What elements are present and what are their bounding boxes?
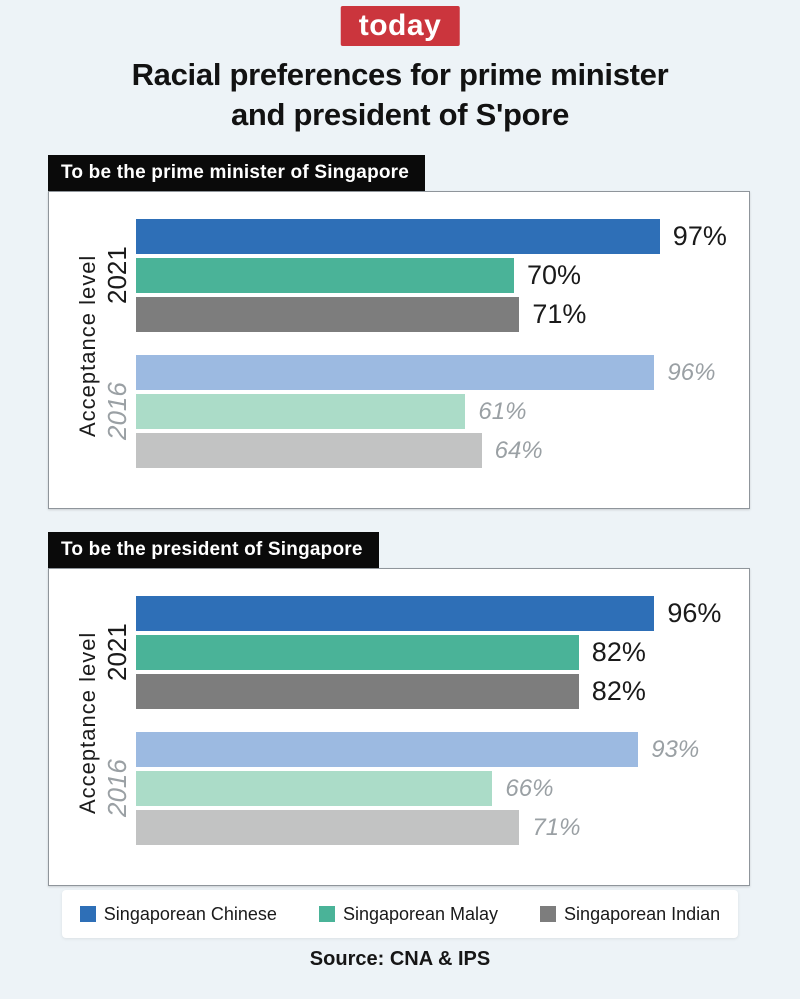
bar-value-label: 96% — [667, 598, 722, 628]
logo-text: today — [358, 9, 442, 42]
bar-group-2021: 2021 96% 82% 82% — [102, 596, 749, 709]
bar-row: 71% — [136, 810, 749, 845]
bar-value-label: 82% — [591, 676, 646, 706]
bar-groups: 2021 96% 82% 82% 2016 93% 66% 71% — [49, 569, 749, 885]
chart-title-banner: To be the president of Singapore — [48, 532, 379, 568]
chart-panel: Acceptance level 2021 96% 82% 82% 2016 93% 66%… — [48, 568, 750, 886]
page-title: Racial preferences for prime minister an… — [0, 55, 800, 135]
bar-group-2016: 2016 93% 66% 71% — [102, 732, 749, 845]
bar-value-label: 96% — [667, 358, 716, 386]
bar-singaporean-chinese-2021 — [136, 219, 660, 254]
bar-value-label: 64% — [494, 436, 543, 464]
bar-singaporean-malay-2021 — [136, 635, 579, 670]
bar-singaporean-malay-2016 — [136, 771, 493, 806]
legend-label: Singaporean Indian — [564, 903, 721, 924]
today-logo: today — [340, 6, 460, 46]
bar-row: 82% — [136, 674, 749, 709]
bar-row: 82% — [136, 635, 749, 670]
bar-row: 96% — [136, 596, 749, 631]
bar-singaporean-indian-2016 — [136, 810, 520, 845]
group-year-label: 2016 — [102, 759, 132, 818]
bar-value-label: 82% — [591, 637, 646, 667]
bar-value-label: 61% — [478, 397, 527, 425]
page-title-line1: Racial preferences for prime minister — [131, 57, 669, 92]
page-title-line2: and president of S'pore — [230, 97, 570, 132]
bar-singaporean-chinese-2016 — [136, 732, 639, 767]
source-credit: Source: CNA & IPS — [309, 948, 491, 970]
bar-row: 61% — [136, 394, 749, 429]
bar-group-2021: 2021 97% 70% 71% — [102, 219, 749, 332]
bar-value-label: 71% — [532, 813, 581, 841]
bar-singaporean-malay-2016 — [136, 394, 466, 429]
bar-row: 70% — [136, 258, 749, 293]
legend-item-chinese: Singaporean Chinese — [79, 903, 277, 925]
bar-value-label: 71% — [532, 299, 587, 329]
bar-singaporean-indian-2016 — [136, 433, 482, 468]
bar-row: 97% — [136, 219, 749, 254]
legend-item-indian: Singaporean Indian — [540, 904, 720, 925]
bar-singaporean-indian-2021 — [136, 297, 520, 332]
bar-singaporean-indian-2021 — [136, 674, 579, 709]
bar-groups: 2021 97% 70% 71% 2016 96% 61% 64% — [49, 192, 749, 508]
legend-swatch-indian — [540, 906, 557, 922]
group-year-label: 2021 — [102, 623, 132, 682]
bar-singaporean-malay-2021 — [136, 258, 514, 293]
bar-value-label: 66% — [505, 774, 554, 802]
bar-singaporean-chinese-2016 — [136, 355, 655, 390]
legend-item-malay: Singaporean Malay — [318, 903, 499, 925]
bar-group-2016: 2016 96% 61% 64% — [102, 355, 749, 468]
chart-title-banner: To be the prime minister of Singapore — [48, 155, 426, 191]
bar-row: 64% — [136, 433, 749, 468]
bar-value-label: 93% — [651, 735, 700, 763]
bar-row: 96% — [136, 355, 749, 390]
legend-label: Singaporean Malay — [342, 903, 499, 924]
bar-value-label: 97% — [672, 221, 727, 251]
legend: Singaporean Chinese Singaporean Malay Si… — [62, 890, 738, 938]
group-year-label: 2021 — [102, 246, 132, 305]
legend-swatch-malay — [318, 906, 335, 922]
legend-swatch-chinese — [79, 906, 96, 922]
bar-row: 66% — [136, 771, 749, 806]
group-year-label: 2016 — [102, 382, 132, 441]
bar-singaporean-chinese-2021 — [136, 596, 655, 631]
legend-label: Singaporean Chinese — [103, 903, 277, 924]
bar-row: 71% — [136, 297, 749, 332]
bar-row: 93% — [136, 732, 749, 767]
bar-value-label: 70% — [527, 260, 582, 290]
chart-panel: Acceptance level 2021 97% 70% 71% 2016 96% 61%… — [48, 191, 750, 509]
